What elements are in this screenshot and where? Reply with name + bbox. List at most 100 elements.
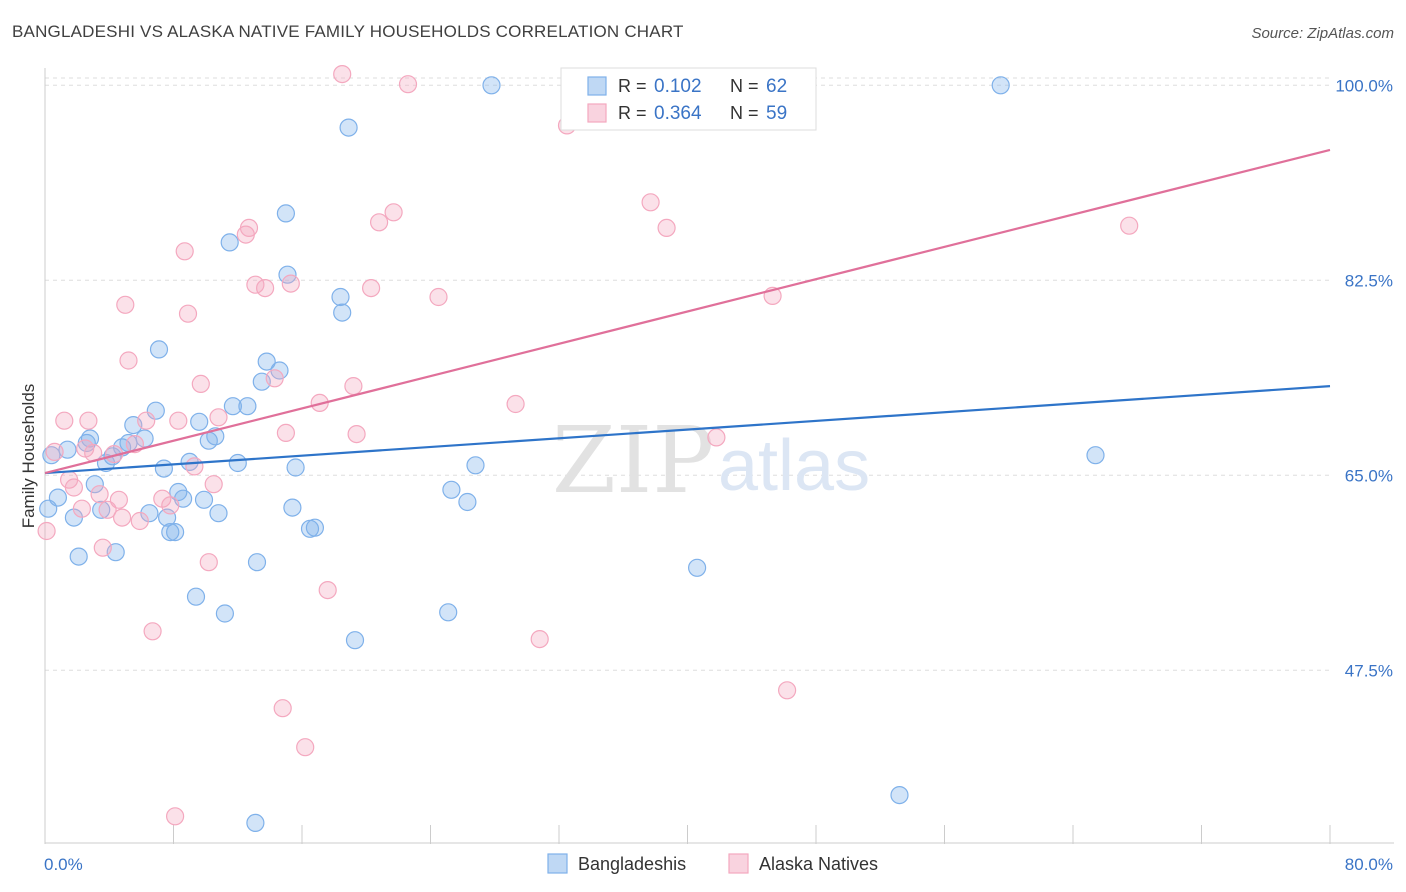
- series-1-point-26: [178, 304, 198, 323]
- series-0-point-50: [339, 118, 358, 137]
- series-1-point-31: [209, 408, 228, 427]
- series-1-point-10: [93, 538, 112, 557]
- series-1-point-19: [137, 411, 156, 430]
- series-1-points: [37, 64, 1139, 826]
- watermark-atlas: atlas: [718, 426, 870, 506]
- x-tick-label-0: 0.0%: [44, 855, 83, 874]
- series-0-point-44: [283, 498, 302, 517]
- series-0-point-7: [80, 429, 100, 448]
- series-0-point-60: [1086, 446, 1105, 465]
- series-0-point-38: [247, 553, 267, 572]
- series-0-point-18: [146, 401, 165, 420]
- series-0-point-17: [140, 504, 159, 523]
- series-1-point-36: [265, 369, 284, 388]
- series-1-point-50: [429, 287, 448, 307]
- series-1-point-34: [246, 275, 265, 294]
- series-1-point-28: [191, 374, 210, 393]
- series-1-point-60: [1120, 216, 1139, 235]
- series-1-point-1: [45, 442, 64, 461]
- series-1-point-4: [64, 478, 84, 497]
- series-0-point-28: [190, 412, 209, 431]
- series-1-point-43: [333, 64, 352, 84]
- series-0-point-34: [220, 233, 239, 252]
- chart-title: BANGLADESHI VS ALASKA NATIVE FAMILY HOUS…: [12, 22, 684, 41]
- series-0-point-57: [687, 558, 707, 577]
- stats-legend-r-value-0: 0.102: [654, 76, 702, 97]
- x-tick-label-1: 80.0%: [1345, 855, 1393, 874]
- series-0-point-9: [92, 500, 111, 519]
- stats-legend-r-value-1: 0.364: [654, 103, 702, 124]
- stats-legend-n-label-0: N =: [730, 76, 759, 96]
- series-1-point-48: [384, 203, 403, 222]
- series-1-point-38: [276, 423, 295, 442]
- axes-layer: [44, 68, 1394, 844]
- series-0-point-32: [209, 504, 228, 523]
- series-1-point-35: [256, 279, 275, 298]
- series-0-point-5: [69, 547, 88, 566]
- series-0-point-27: [186, 587, 206, 606]
- series-0-point-52: [439, 603, 458, 622]
- series-1-point-44: [344, 377, 363, 396]
- series-0-point-8: [85, 475, 104, 494]
- stats-legend-swatch-1: [587, 103, 607, 123]
- series-1-point-23: [166, 807, 185, 826]
- series-1-point-55: [657, 218, 676, 237]
- series-1-point-47: [370, 213, 389, 232]
- legend-swatch-1: [728, 853, 749, 874]
- series-1-point-13: [109, 490, 129, 509]
- series-0-point-20: [154, 459, 173, 478]
- y-tick-label-2: 82.5%: [1345, 271, 1393, 290]
- series-0-point-58: [890, 785, 909, 805]
- y-tick-label-1: 65.0%: [1345, 466, 1393, 485]
- series-0-point-61: [246, 813, 265, 833]
- stats-legend-r-label-0: R =: [618, 76, 647, 96]
- y-tick-label-3: 100.0%: [1335, 76, 1393, 95]
- series-0-points: [39, 76, 1105, 833]
- series-1-point-25: [175, 242, 194, 261]
- points-layer: [37, 64, 1139, 833]
- series-1-point-15: [116, 295, 135, 314]
- series-1-point-5: [72, 499, 92, 518]
- series-1-point-18: [130, 511, 149, 531]
- series-0-point-56: [482, 76, 501, 95]
- series-1-point-9: [90, 485, 109, 504]
- series-1-point-59: [777, 681, 797, 700]
- series-0-point-45: [286, 458, 305, 477]
- trend-line-0: [44, 385, 1331, 475]
- series-1-point-49: [398, 75, 418, 94]
- series-1-point-0: [37, 521, 56, 541]
- watermark: ZIP atlas: [552, 407, 870, 514]
- series-1-point-29: [199, 553, 218, 572]
- series-0-point-40: [257, 352, 276, 371]
- series-0-point-49: [333, 303, 352, 322]
- y-tick-label-0: 47.5%: [1345, 661, 1393, 680]
- series-1-point-52: [530, 629, 549, 649]
- series-0-point-51: [345, 631, 365, 650]
- legend-swatch-0: [547, 853, 568, 874]
- series-1-point-46: [362, 279, 381, 298]
- y-tick-labels: 47.5% 65.0% 82.5% 100.0%: [1335, 76, 1393, 680]
- series-0-point-33: [215, 604, 234, 623]
- series-1-point-51: [506, 394, 525, 414]
- stats-legend-swatch-0: [587, 76, 607, 96]
- series-1-point-54: [641, 193, 660, 212]
- series-0-point-55: [466, 456, 485, 475]
- series-0-point-35: [223, 397, 242, 416]
- series-0-point-1: [42, 446, 61, 465]
- trend-layer: [44, 148, 1331, 475]
- series-1-point-39: [281, 274, 300, 293]
- stats-legend-r-label-1: R =: [618, 103, 647, 123]
- x-tick-labels: 0.0% 80.0%: [44, 855, 1393, 874]
- series-1-point-56: [707, 428, 726, 447]
- series-1-point-37: [273, 699, 292, 718]
- series-0-point-2: [48, 488, 68, 507]
- series-0-point-48: [331, 287, 350, 307]
- series-0-point-53: [442, 480, 461, 499]
- series-0-point-22: [161, 522, 180, 542]
- legend-label-0: Bangladeshis: [578, 854, 686, 874]
- series-1-point-33: [239, 218, 259, 237]
- bottom-legend: Bangladeshis Alaska Natives: [547, 853, 878, 874]
- legend-label-1: Alaska Natives: [759, 854, 878, 874]
- trend-line-1: [44, 148, 1331, 475]
